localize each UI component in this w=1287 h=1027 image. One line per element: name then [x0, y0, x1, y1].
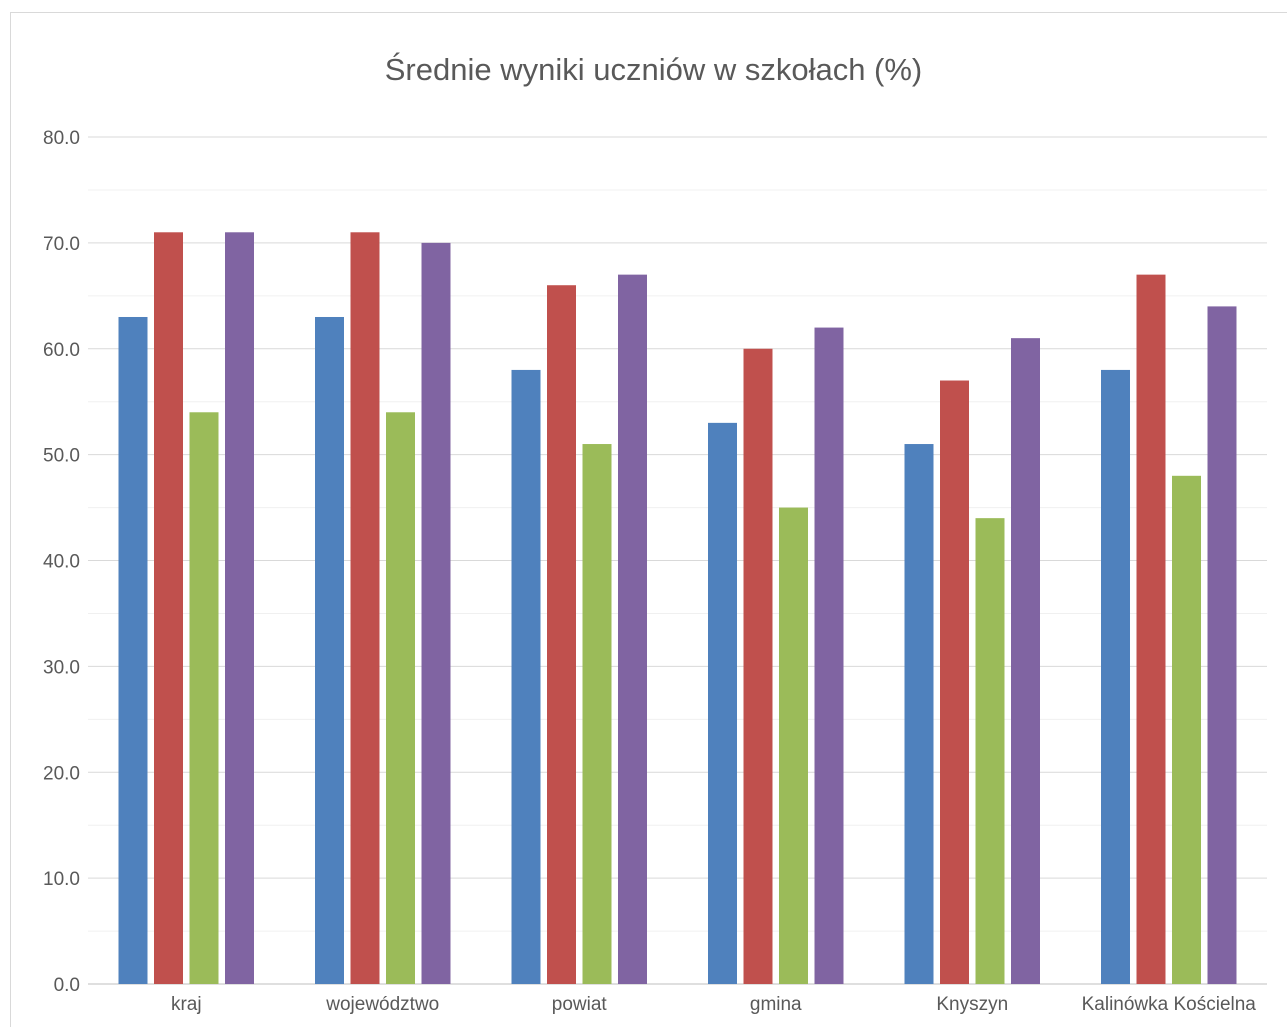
- bar-kalinówka-kościelna-series-2: [1136, 274, 1166, 984]
- bar-gmina-series-4: [814, 327, 844, 984]
- bar-gmina-series-2: [743, 348, 773, 984]
- x-category-label: Kalinówka Kościelna: [1082, 994, 1257, 1015]
- bar-gmina-series-1: [708, 422, 737, 984]
- bar-powiat-series-1: [511, 369, 541, 984]
- bar-kalinówka-kościelna-series-4: [1207, 306, 1237, 984]
- bar-kraj-series-4: [225, 232, 254, 985]
- bar-knyszyn-series-2: [940, 380, 969, 984]
- bars: [118, 232, 1237, 985]
- y-tick-label: 0.0: [54, 975, 80, 996]
- y-tick-label: 50.0: [43, 446, 80, 467]
- gridlines: [88, 136, 1267, 985]
- bar-województwo-series-1: [315, 316, 344, 984]
- bar-powiat-series-3: [582, 444, 612, 985]
- y-tick-label: 20.0: [43, 763, 80, 784]
- y-tick-label: 10.0: [43, 869, 80, 890]
- x-category-label: gmina: [750, 994, 802, 1015]
- y-tick-label: 80.0: [43, 128, 80, 149]
- bar-powiat-series-2: [547, 285, 576, 985]
- bar-knyszyn-series-4: [1011, 338, 1040, 985]
- x-category-label: powiat: [552, 994, 608, 1015]
- bar-kraj-series-2: [154, 232, 183, 985]
- x-category-label: kraj: [171, 994, 202, 1015]
- chart-title: Średnie wyniki uczniów w szkołach (%): [384, 52, 923, 87]
- bar-knyszyn-series-1: [904, 444, 934, 985]
- bar-kraj-series-1: [118, 316, 148, 984]
- bar-powiat-series-4: [618, 274, 647, 984]
- y-tick-label: 70.0: [43, 234, 80, 255]
- y-tick-label: 30.0: [43, 657, 80, 678]
- bar-gmina-series-3: [779, 507, 808, 984]
- bar-kraj-series-3: [189, 412, 219, 984]
- y-tick-label: 40.0: [43, 552, 80, 573]
- bar-województwo-series-3: [386, 412, 415, 984]
- axis-labels: 0.0 10.0 20.0 30.0 40.0 50.0 60.0 70.0 80.0 kraj w…: [43, 128, 1256, 1015]
- bar-województwo-series-2: [350, 232, 380, 985]
- bar-kalinówka-kościelna-series-1: [1101, 369, 1130, 984]
- x-category-label: Knyszyn: [936, 994, 1008, 1015]
- bar-knyszyn-series-3: [975, 518, 1005, 984]
- chart-area: [10, 12, 1287, 1027]
- bar-kalinówka-kościelna-series-3: [1172, 475, 1201, 984]
- x-category-label: województwo: [325, 994, 439, 1015]
- y-tick-label: 60.0: [43, 340, 80, 361]
- bar-województwo-series-4: [421, 242, 451, 984]
